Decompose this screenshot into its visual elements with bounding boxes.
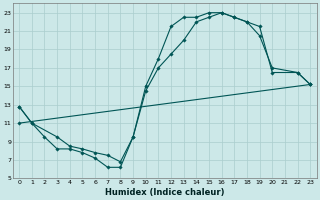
X-axis label: Humidex (Indice chaleur): Humidex (Indice chaleur): [105, 188, 224, 197]
